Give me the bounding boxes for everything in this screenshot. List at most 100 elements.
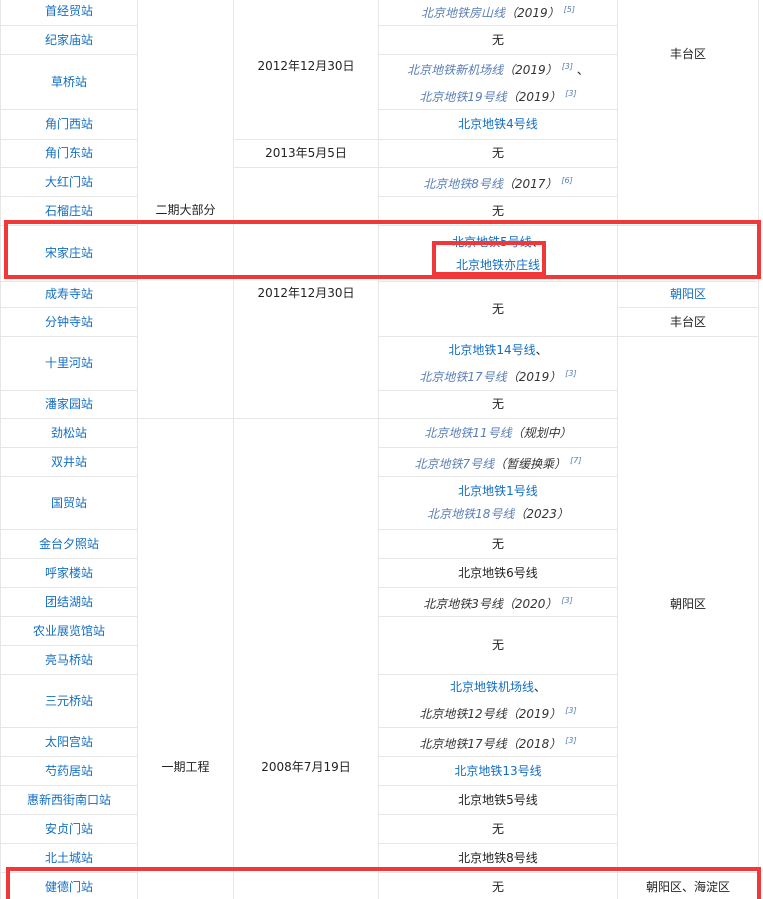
transfer-line: 北京地铁新机场线（2019） [3] 、 xyxy=(379,55,617,82)
line-link[interactable]: 北京地铁亦庄线 xyxy=(455,257,540,272)
line-link[interactable]: 北京地铁12号线 xyxy=(419,707,507,721)
reference-link[interactable]: [3] xyxy=(561,595,573,605)
line-link[interactable]: 北京地铁新机场线 xyxy=(407,63,504,77)
line-link[interactable]: 北京地铁13号线 xyxy=(454,763,542,778)
reference-link[interactable]: [7] xyxy=(570,455,582,465)
station-link[interactable]: 亮马桥站 xyxy=(44,652,93,667)
transfer-line: 北京地铁8号线（2017） [6] xyxy=(379,169,617,196)
station-cell: 农业展览馆站 xyxy=(0,616,138,646)
reference-link[interactable]: [3] xyxy=(565,735,577,745)
open-date: 2013年5月5日 xyxy=(265,146,347,160)
transfer-line: 无 xyxy=(379,634,617,657)
district-cell xyxy=(617,225,759,282)
reference-link[interactable]: [6] xyxy=(561,175,573,185)
line-link[interactable]: 北京地铁11号线 xyxy=(424,425,512,440)
table-row: 劲松站 一期工程 2008年7月19日 北京地铁11号线（规划中） xyxy=(0,418,759,899)
table-row: 金台夕照站 无 xyxy=(0,529,759,559)
station-link[interactable]: 团结湖站 xyxy=(44,594,93,609)
line-link[interactable]: 北京地铁17号线 xyxy=(419,736,507,751)
line-link[interactable]: 北京地铁14号线 xyxy=(448,342,536,357)
transfer-line: 无 xyxy=(379,876,617,899)
station-cell: 安贞门站 xyxy=(0,814,138,844)
transfer-text: 无 xyxy=(491,821,504,836)
station-link[interactable]: 石榴庄站 xyxy=(44,203,93,218)
district: 丰台区 xyxy=(669,314,706,329)
station-link[interactable]: 安贞门站 xyxy=(44,821,93,836)
station-link[interactable]: 劲松站 xyxy=(50,425,87,440)
station-link[interactable]: 角门西站 xyxy=(44,117,93,131)
station-link[interactable]: 宋家庄站 xyxy=(44,246,93,260)
station-link[interactable]: 惠新西街南口站 xyxy=(26,792,111,807)
station-link[interactable]: 成寿寺站 xyxy=(44,287,93,301)
station-link[interactable]: 潘家园站 xyxy=(44,397,93,411)
transfer-cell: 北京地铁3号线（2020） [3] xyxy=(378,587,618,617)
transfer-line: 无 xyxy=(379,818,617,841)
phase-label: 二期大部分 xyxy=(155,203,216,217)
line-link[interactable]: 北京地铁3号线 xyxy=(423,596,503,611)
line-link[interactable]: 北京地铁房山线 xyxy=(421,5,506,20)
line-link[interactable]: 北京地铁19号线 xyxy=(419,90,507,104)
transfer-text: （2019） xyxy=(505,5,560,20)
reference-link[interactable]: [5] xyxy=(563,4,575,14)
open-date-cell: 2012年12月30日 xyxy=(233,0,379,140)
station-link[interactable]: 首经贸站 xyxy=(44,3,93,18)
station-cell: 成寿寺站 xyxy=(0,281,138,308)
line-link[interactable]: 北京地铁7号线 xyxy=(414,456,495,471)
transfer-cell: 无 xyxy=(378,814,618,844)
line-link[interactable]: 北京地铁18号线 xyxy=(427,507,515,521)
station-cell: 十里河站 xyxy=(0,336,138,391)
transfer-text: 无 xyxy=(491,146,504,160)
station-link[interactable]: 国贸站 xyxy=(50,495,87,510)
line-link[interactable]: 北京地铁1号线 xyxy=(458,484,538,498)
station-cell: 芍药居站 xyxy=(0,756,138,786)
district[interactable]: 朝阳区 xyxy=(669,287,706,301)
transfer-text: （2020） xyxy=(502,596,558,611)
reference-link[interactable]: [3] xyxy=(565,89,577,98)
station-cell: 首经贸站 xyxy=(0,0,138,26)
open-date-cell: 2008年7月19日 xyxy=(233,418,379,899)
transfer-text: 北京地铁6号线 xyxy=(458,565,538,580)
station-link[interactable]: 大红门站 xyxy=(44,174,93,189)
transfer-line: 北京地铁亦庄线 xyxy=(379,254,617,277)
line-link[interactable]: 北京地铁4号线 xyxy=(458,117,538,131)
station-link[interactable]: 北土城站 xyxy=(44,850,93,865)
station-cell: 呼家楼站 xyxy=(0,558,138,588)
line-link[interactable]: 北京地铁8号线 xyxy=(423,176,503,191)
station-link[interactable]: 角门东站 xyxy=(44,146,93,160)
station-link[interactable]: 农业展览馆站 xyxy=(32,623,105,638)
phase-label-cell: 一期工程 xyxy=(137,418,234,899)
table-row: 成寿寺站无 朝阳区 xyxy=(0,281,759,337)
station-link[interactable]: 十里河站 xyxy=(44,356,93,370)
transfer-line: 北京地铁5号线 xyxy=(379,789,617,812)
line-link[interactable]: 北京地铁机场线 xyxy=(449,680,534,694)
station-link[interactable]: 草桥站 xyxy=(50,74,87,89)
district-cell: 朝阳区、海淀区 xyxy=(617,872,759,899)
station-link[interactable]: 纪家庙站 xyxy=(44,32,93,47)
district: 朝阳区 xyxy=(669,597,706,611)
transfer-cell: 北京地铁4号线 xyxy=(378,109,618,140)
station-link[interactable]: 三元桥站 xyxy=(44,693,93,708)
station-link[interactable]: 双井站 xyxy=(50,454,87,469)
transfer-text: （2019） xyxy=(506,707,562,721)
transfer-line: 无 xyxy=(379,142,617,165)
station-link[interactable]: 健德门站 xyxy=(44,879,93,894)
station-link[interactable]: 呼家楼站 xyxy=(44,565,93,580)
station-cell: 角门东站 xyxy=(0,139,138,168)
district: 朝阳区、海淀区 xyxy=(645,879,730,894)
station-link[interactable]: 分钟寺站 xyxy=(44,314,93,329)
line-link[interactable]: 北京地铁17号线 xyxy=(419,369,507,384)
transfer-cell: 北京地铁1号线 北京地铁18号线（2023） xyxy=(378,476,618,530)
transfer-line: 无 xyxy=(379,298,617,321)
transfer-line: 北京地铁13号线 xyxy=(379,760,617,783)
station-link[interactable]: 芍药居站 xyxy=(44,763,93,778)
station-cell: 北土城站 xyxy=(0,843,138,873)
station-link[interactable]: 太阳宫站 xyxy=(44,734,93,749)
reference-link[interactable]: [3] xyxy=(565,368,577,378)
reference-link[interactable]: [3] xyxy=(565,706,577,715)
reference-link[interactable]: [3] xyxy=(561,62,574,71)
transfer-cell: 无 xyxy=(378,390,618,419)
transfer-cell: 北京地铁13号线 xyxy=(378,756,618,786)
line-link[interactable]: 北京地铁5号线 xyxy=(452,234,532,249)
station-link[interactable]: 金台夕照站 xyxy=(38,536,99,551)
transfer-cell: 北京地铁新机场线（2019） [3] 、北京地铁19号线（2019） [3] xyxy=(378,54,618,110)
